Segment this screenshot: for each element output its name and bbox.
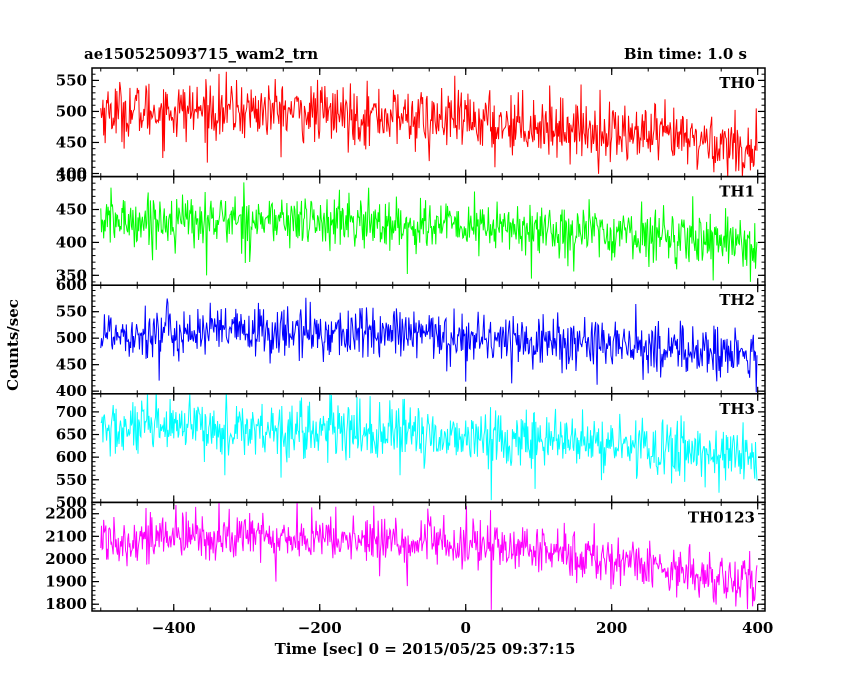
panel-frame — [91, 501, 766, 612]
y-tick-label: 600 — [56, 448, 87, 466]
y-tick-label: 350 — [56, 266, 87, 284]
y-tick-label: 2000 — [45, 550, 87, 568]
panel-label-th3: TH3 — [719, 400, 755, 418]
panel-label-th0123: TH0123 — [688, 508, 755, 526]
y-tick-label: 500 — [56, 329, 87, 347]
y-tick-label: 1900 — [45, 573, 87, 591]
y-tick-label: 500 — [56, 102, 87, 120]
x-tick-label: −200 — [298, 619, 342, 637]
y-tick-label: 550 — [56, 303, 87, 321]
x-tick-label: 400 — [742, 619, 773, 637]
y-tick-label: 550 — [56, 471, 87, 489]
panel-label-th1: TH1 — [719, 183, 755, 201]
y-tick-label: 400 — [56, 382, 87, 400]
y-tick-label: 500 — [56, 168, 87, 186]
panel-frame — [91, 393, 766, 504]
y-tick-label: 700 — [56, 403, 87, 421]
x-tick-label: −400 — [152, 619, 196, 637]
y-axis-label: Counts/sec — [4, 299, 22, 391]
y-tick-label: 550 — [56, 71, 87, 89]
x-tick-label: 200 — [596, 619, 627, 637]
y-tick-label: 450 — [56, 133, 87, 151]
x-axis: −400 −200 0 200 400 — [152, 619, 774, 637]
panel-th1: 350 400 450 500 TH1 — [56, 168, 766, 286]
y-tick-label: 450 — [56, 356, 87, 374]
x-axis-label: Time [sec] 0 = 2015/05/25 09:37:15 — [275, 640, 576, 658]
y-tick-label: 450 — [56, 201, 87, 219]
series-line-th0 — [100, 71, 758, 177]
chart-title: ae150525093715_wam2_trn — [84, 45, 318, 63]
panel-th3: 500 550 600 650 700 TH3 — [56, 393, 766, 511]
series-line-th2 — [100, 297, 758, 393]
panel-th0123: 1800 1900 2000 2100 2200 TH0123 — [45, 501, 766, 613]
bin-time-label: Bin time: 1.0 s — [624, 45, 747, 63]
y-tick-label: 2200 — [45, 505, 87, 523]
series-line-th1 — [100, 182, 758, 282]
panel-th0: 400 450 500 550 TH0 — [56, 67, 766, 182]
panel-label-th2: TH2 — [719, 291, 755, 309]
x-tick-label: 0 — [461, 619, 471, 637]
y-tick-label: 500 — [56, 493, 87, 511]
y-tick-label: 1800 — [45, 595, 87, 613]
y-tick-label: 600 — [56, 276, 87, 294]
panel-label-th0: TH0 — [719, 74, 755, 92]
y-tick-label: 650 — [56, 426, 87, 444]
y-tick-label: 400 — [56, 233, 87, 251]
panel-th2: 400 450 500 550 600 TH2 — [56, 276, 766, 400]
series-line-th3 — [100, 393, 758, 501]
series-line-th0123 — [100, 502, 758, 610]
y-tick-label: 400 — [56, 164, 87, 182]
y-tick-label: 2100 — [45, 527, 87, 545]
